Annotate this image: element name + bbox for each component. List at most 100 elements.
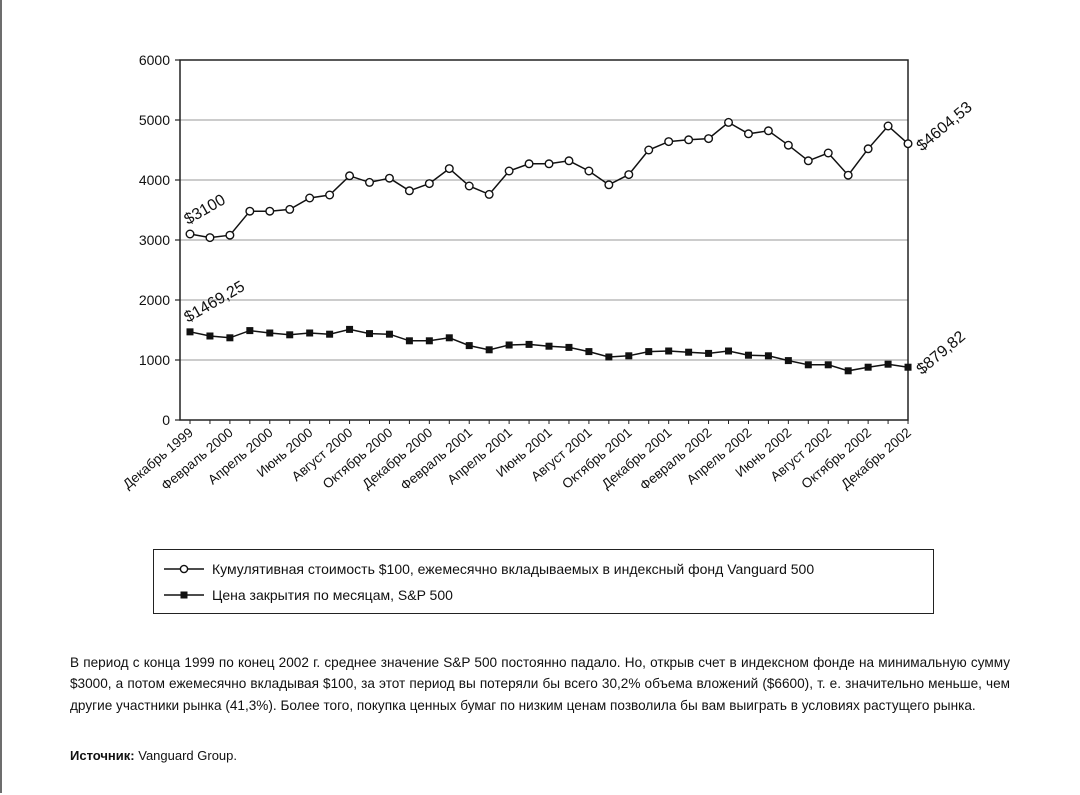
data-point [246,327,254,335]
data-point [725,347,733,355]
data-point [285,204,295,214]
data-point [266,329,274,337]
y-tick-label: 3000 [139,232,170,248]
series-layer [185,117,913,375]
y-tick-label: 0 [162,412,170,428]
series-value-labels: $3100 $4604,53 $1469,25 $879,82 [182,99,976,378]
legend: Кумулятивная стоимость $100, ежемесячно … [153,549,934,614]
data-point [346,325,354,333]
chart-caption: В период с конца 1999 по конец 2002 г. с… [70,654,1010,713]
data-point [465,342,473,350]
data-point [644,145,654,155]
y-tick-label: 1000 [139,352,170,368]
y-tick-label: 5000 [139,112,170,128]
data-point [803,156,813,166]
data-point [365,177,375,187]
data-point [704,134,714,144]
data-point [424,179,434,189]
data-point [685,348,693,356]
x-tick-label: Декабрь 2002 [838,425,914,492]
data-point [824,361,832,369]
data-point [664,137,674,147]
data-point [444,164,454,174]
data-point [823,148,833,158]
data-point [545,342,553,350]
data-point [185,229,195,239]
legend-marker-filled-square [164,591,204,599]
data-point [445,334,453,342]
data-point [844,367,852,375]
data-point [206,332,214,340]
y-axis-ticks: 0 1000 2000 3000 4000 5000 6000 [139,52,180,428]
data-point [863,144,873,154]
data-point [385,330,393,338]
data-point [684,135,694,145]
data-point [305,193,315,203]
y-tick-label: 2000 [139,292,170,308]
data-point [903,139,913,149]
data-point [505,341,513,349]
data-point [225,230,235,240]
data-point [404,186,414,196]
data-point [605,353,613,361]
data-point [425,337,433,345]
legend-marker-open-circle [164,564,204,574]
source-text: Vanguard Group. [134,748,238,763]
data-point [265,206,275,216]
data-point [525,340,533,348]
data-point [306,329,314,337]
data-point [744,351,752,359]
line-chart: 0 1000 2000 3000 4000 5000 6000 Декабрь 1999Фе… [120,52,976,493]
data-point [325,190,335,200]
data-point [384,173,394,183]
legend-label-vanguard: Кумулятивная стоимость $100, ежемесячно … [212,561,815,577]
series-start-label: $3100 [182,191,229,228]
x-tick-label: Октябрь 2002 [798,425,874,492]
data-point [764,352,772,360]
data-point [665,347,673,355]
data-point [524,159,534,169]
data-point [186,328,194,336]
gridlines [180,119,908,361]
legend-item-vanguard: Кумулятивная стоимость $100, ежемесячно … [154,557,814,581]
data-point [624,170,634,180]
data-point [584,166,594,176]
data-point [286,331,294,339]
data-point [464,181,474,191]
x-tick-label: Октябрь 2000 [320,425,396,492]
data-point [604,180,614,190]
data-point [884,360,892,368]
data-point [585,348,593,356]
data-point [625,352,633,360]
x-tick-label: Октябрь 2001 [559,425,635,492]
data-point [804,361,812,369]
series-end-label: $879,82 [914,328,969,378]
data-point [326,330,334,338]
series-vanguard [185,117,913,243]
y-tick-label: 4000 [139,172,170,188]
data-point [484,189,494,199]
data-point [864,363,872,371]
data-point [504,166,514,176]
source-label: Источник: [70,748,135,763]
data-point [366,330,374,338]
data-point [904,363,912,371]
legend-item-sp500: Цена закрытия по месяцам, S&P 500 [154,583,453,607]
series-line [189,328,909,372]
data-point [705,349,713,357]
source-note: Источник: Vanguard Group. [70,748,237,763]
y-tick-label: 6000 [139,52,170,68]
data-point [565,343,573,351]
series-end-label: $4604,53 [914,99,976,155]
data-point [345,171,355,181]
data-point [763,126,773,136]
data-point [544,159,554,169]
data-point [564,156,574,166]
data-point [205,233,215,243]
data-point [743,129,753,139]
data-point [783,140,793,150]
data-point [485,346,493,354]
plot-area-frame [179,59,909,421]
